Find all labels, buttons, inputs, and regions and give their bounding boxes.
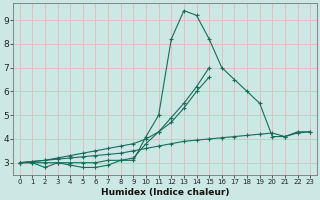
X-axis label: Humidex (Indice chaleur): Humidex (Indice chaleur) (101, 188, 229, 197)
